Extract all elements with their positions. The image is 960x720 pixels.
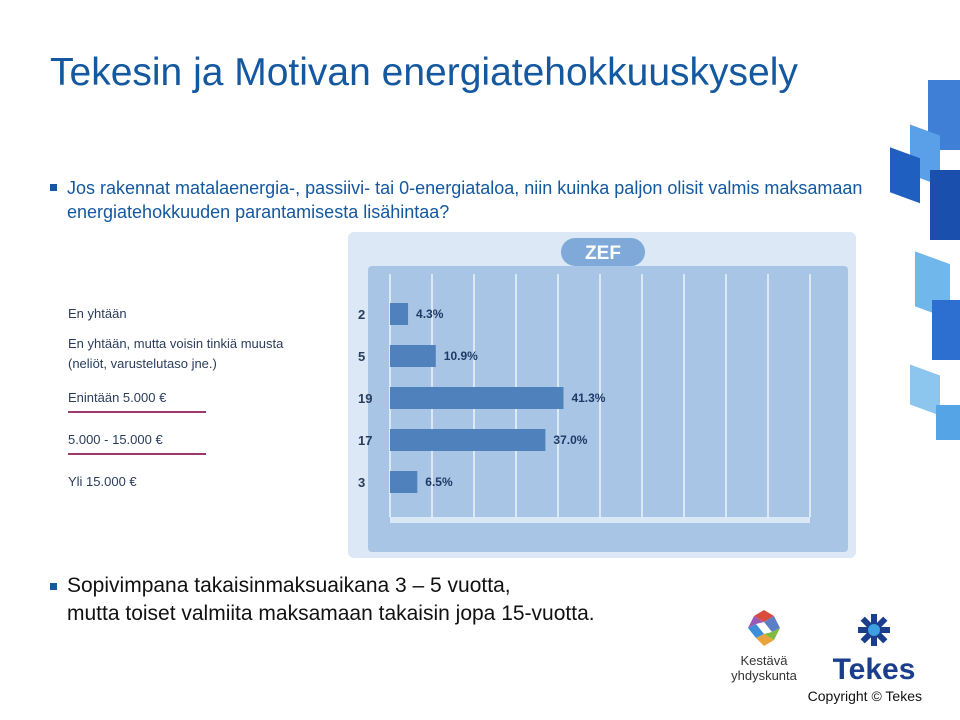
bullet-icon — [50, 583, 57, 590]
answer-line-2: mutta toiset valmiita maksamaan takaisin… — [67, 602, 595, 625]
zef-chart: ZEF 2 4.3% 5 10.9% 19 41.3% 17 37.0% 3 6.5% — [348, 232, 856, 558]
answer-bullet: Sopivimpana takaisinmaksuaikana 3 – 5 vu… — [50, 572, 767, 628]
category-label: Yli 15.000 € — [68, 474, 137, 489]
bar — [390, 303, 409, 325]
kestava-line-1: Kestävä — [740, 653, 788, 668]
category-label: Enintään 5.000 € — [68, 390, 167, 405]
kestava-logo-icon — [748, 610, 780, 646]
bar-value-label: 6.5% — [425, 475, 453, 489]
category-label: En yhtään — [68, 306, 127, 321]
answer-text: Sopivimpana takaisinmaksuaikana 3 – 5 vu… — [67, 572, 767, 628]
tekes-logo: Tekes — [824, 612, 924, 685]
chart-plot-area — [368, 266, 848, 552]
tekes-wordmark: Tekes — [832, 653, 916, 686]
response-count-label: 17 — [358, 433, 372, 448]
copyright-text: Copyright © Tekes — [807, 688, 922, 704]
slide-title: Tekesin ja Motivan energiatehokkuuskysel… — [50, 51, 798, 94]
bar-value-label: 4.3% — [416, 307, 444, 321]
bar-value-label: 10.9% — [444, 349, 478, 363]
answer-line-1: Sopivimpana takaisinmaksuaikana 3 – 5 vu… — [67, 574, 511, 597]
plot-baseline — [390, 517, 810, 523]
kestava-line-2: yhdyskunta — [731, 668, 797, 683]
response-count-label: 2 — [358, 307, 365, 322]
bar — [390, 345, 436, 367]
category-label: (neliöt, varustelutaso jne.) — [68, 356, 217, 371]
category-label: 5.000 - 15.000 € — [68, 432, 163, 447]
bar — [390, 387, 564, 409]
question-text: Jos rakennat matalaenergia-, passiivi- t… — [67, 178, 863, 222]
bullet-icon — [50, 184, 57, 191]
category-label: En yhtään, mutta voisin tinkiä muusta — [68, 336, 284, 351]
response-count-label: 3 — [358, 475, 365, 490]
zef-logo-text: ZEF — [585, 243, 621, 264]
response-count-label: 19 — [358, 391, 372, 406]
bar-value-label: 37.0% — [553, 433, 587, 447]
bar — [390, 471, 418, 493]
bar — [390, 429, 546, 451]
chart-bars: 2 4.3% 5 10.9% 19 41.3% 17 37.0% 3 6.5% — [358, 303, 606, 493]
response-count-label: 5 — [358, 349, 365, 364]
chart-category-labels: En yhtään En yhtään, mutta voisin tinkiä … — [68, 306, 284, 489]
question-bullet: Jos rakennat matalaenergia-, passiivi- t… — [50, 176, 867, 224]
bar-value-label: 41.3% — [571, 391, 605, 405]
tekes-snowflake-icon — [858, 614, 890, 646]
zef-logo-badge — [561, 238, 645, 266]
kestava-yhdyskunta-logo: Kestävä yhdyskunta — [724, 608, 804, 683]
decorative-squares-icon — [890, 80, 960, 440]
